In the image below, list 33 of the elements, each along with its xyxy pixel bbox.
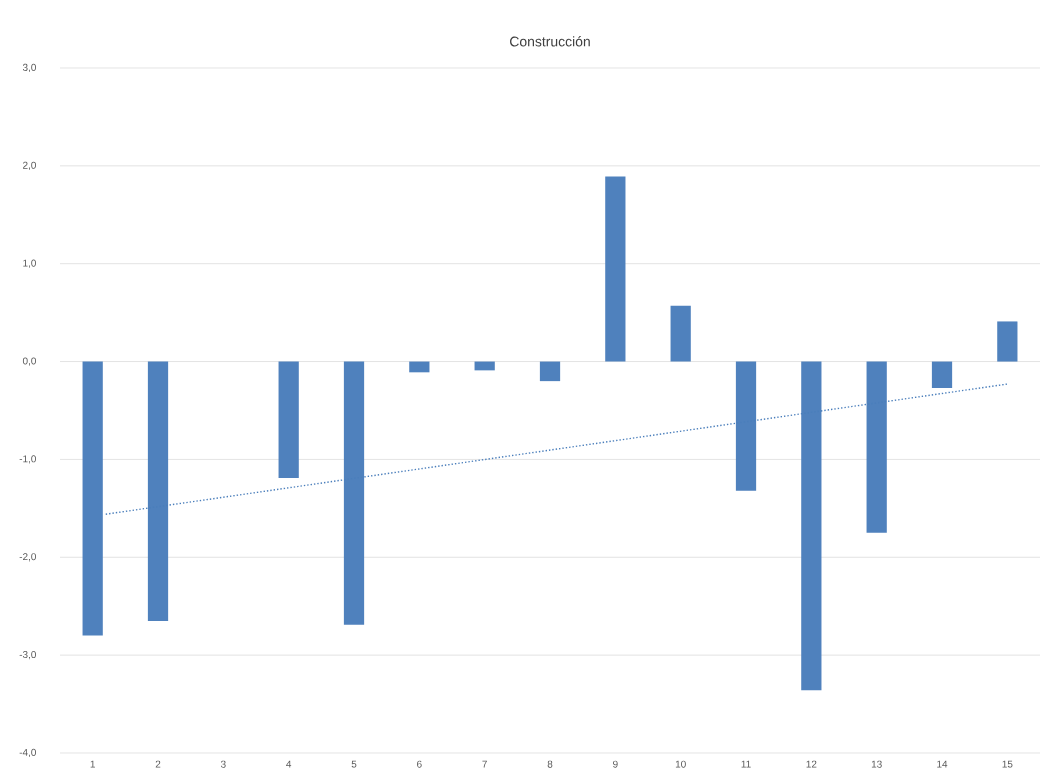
x-tick-label: 7 [482, 760, 487, 768]
y-tick-label: -2,0 [19, 553, 36, 562]
x-tick-label: 12 [806, 760, 817, 768]
y-tick-label: 3,0 [22, 63, 36, 73]
x-tick-label: 10 [675, 760, 686, 768]
x-tick-label: 1 [90, 760, 95, 768]
y-tick-label: 1,0 [23, 259, 36, 268]
x-tick-label: 11 [741, 760, 751, 768]
bar [474, 361, 495, 371]
bar [670, 305, 691, 362]
y-tick-label: 2,0 [23, 161, 36, 170]
x-tick-label: 14 [937, 760, 948, 768]
x-tick-label: 15 [1002, 760, 1013, 768]
x-tick-label: 3 [220, 760, 226, 768]
chart-title: Construcción [510, 36, 590, 47]
bar [82, 361, 103, 636]
y-tick-label: 0,0 [22, 357, 36, 366]
y-tick-label: -1,0 [19, 455, 36, 464]
x-tick-label: 5 [351, 760, 357, 768]
x-tick-label: 13 [871, 760, 882, 768]
x-tick-label: 4 [286, 760, 292, 768]
x-tick-label: 9 [613, 760, 618, 768]
bar [997, 321, 1018, 362]
bar [605, 176, 626, 362]
x-tick-label: 2 [155, 760, 161, 768]
bar [539, 361, 561, 382]
y-tick-label: -4,0 [19, 748, 36, 758]
x-tick-label: 8 [547, 760, 553, 768]
bar [278, 361, 299, 478]
y-tick-label: -3,0 [19, 651, 36, 660]
bar [409, 361, 430, 373]
bar [931, 361, 953, 388]
x-tick-label: 6 [417, 760, 422, 768]
